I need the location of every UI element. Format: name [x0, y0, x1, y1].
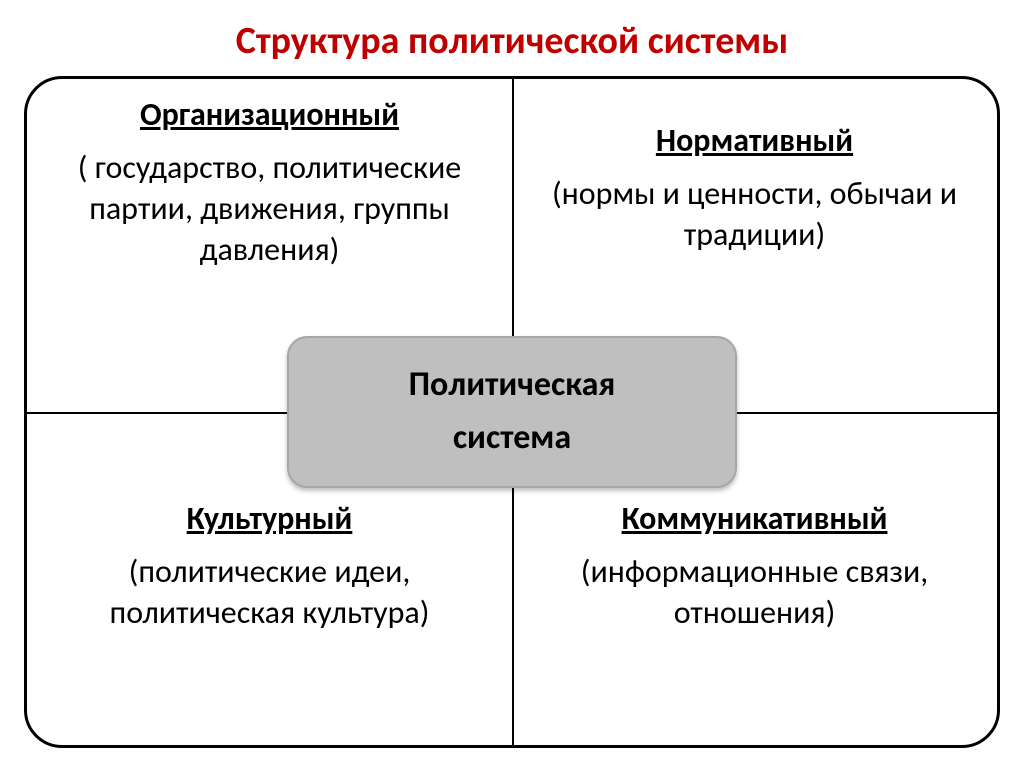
center-line-2: система: [453, 412, 571, 465]
quadrant-body: (нормы и ценности, обычаи и традиции): [538, 174, 971, 256]
quadrant-body: ( государство, политические партии, движ…: [53, 148, 486, 271]
quadrant-body: (информационные связи, отношения): [538, 552, 971, 634]
quadrant-body: (политические идеи, политическая культур…: [53, 552, 486, 634]
quadrant-heading: Нормативный: [656, 121, 853, 160]
quadrant-heading: Коммуникативный: [622, 499, 888, 538]
center-line-1: Политическая: [409, 359, 616, 412]
page-title: Структура политической системы: [0, 0, 1024, 74]
quadrant-heading: Культурный: [187, 499, 353, 538]
center-label-box: Политическая система: [287, 336, 737, 488]
quadrant-frame: Организационный ( государство, политичес…: [24, 76, 1000, 748]
quadrant-heading: Организационный: [140, 95, 399, 134]
